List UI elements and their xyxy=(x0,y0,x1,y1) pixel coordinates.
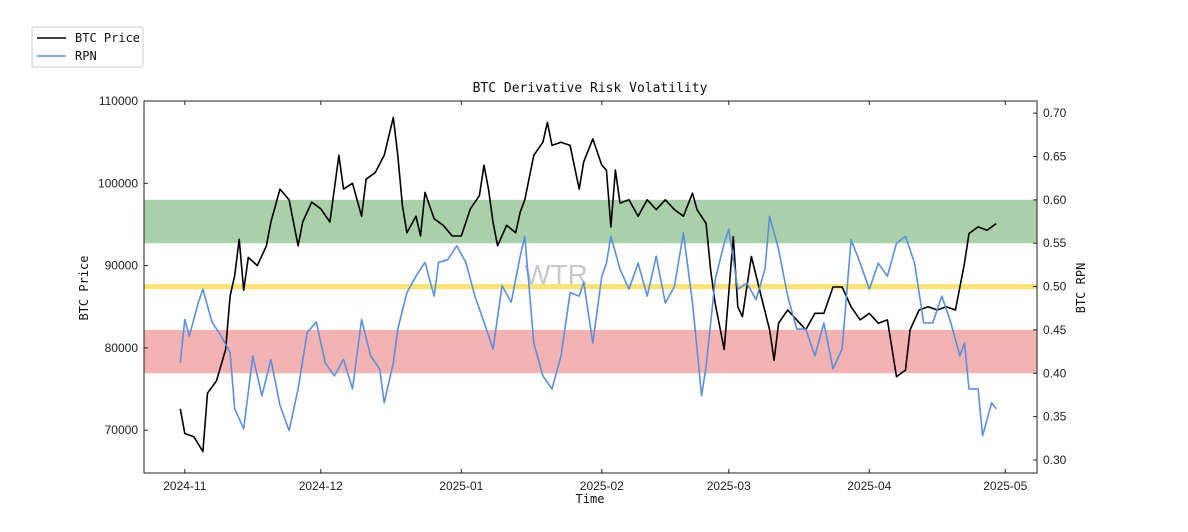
x-tick-label: 2025-04 xyxy=(847,479,891,493)
y-left-tick-label: 100000 xyxy=(98,176,138,190)
x-tick-label: 2024-12 xyxy=(299,479,343,493)
series-line-rpn xyxy=(179,215,997,437)
legend-label-rpn: RPN xyxy=(75,49,97,63)
x-axis-label: Time xyxy=(576,492,605,506)
legend-label-btc-price: BTC Price xyxy=(75,31,140,45)
y-right-tick-label: 0.65 xyxy=(1043,149,1067,163)
chart-title: BTC Derivative Risk Volatility xyxy=(473,81,708,96)
x-tick-label: 2025-02 xyxy=(580,479,624,493)
y-axis-left-label: BTC Price xyxy=(77,255,91,320)
y-axis-left: 70000 80000 90000 100000 110000 xyxy=(98,94,148,437)
x-axis: 2024-11 2024-12 2025-01 2025-02 2025-03 2025-… xyxy=(163,101,1028,493)
y-left-tick-label: 110000 xyxy=(99,94,138,108)
y-right-tick-label: 0.30 xyxy=(1043,453,1067,467)
y-axis-right: 0.30 0.35 0.40 0.45 0.50 0.55 0.60 0.65 0.70 xyxy=(1033,106,1067,467)
y-right-tick-label: 0.45 xyxy=(1043,323,1067,337)
x-tick-label: 2024-11 xyxy=(163,479,206,493)
legend: BTC Price RPN xyxy=(31,26,144,68)
y-right-tick-label: 0.40 xyxy=(1043,366,1067,380)
band-2 xyxy=(144,329,1037,374)
y-right-tick-label: 0.70 xyxy=(1043,106,1067,120)
band-0 xyxy=(144,199,1037,244)
y-right-tick-label: 0.50 xyxy=(1043,280,1067,294)
y-left-tick-label: 90000 xyxy=(105,259,139,273)
x-tick-label: 2025-03 xyxy=(707,479,751,493)
x-tick-label: 2025-05 xyxy=(983,479,1027,493)
band-1 xyxy=(144,283,1037,290)
y-left-tick-label: 80000 xyxy=(105,341,139,355)
y-left-tick-label: 70000 xyxy=(105,423,139,437)
risk-bands xyxy=(144,199,1037,374)
y-axis-right-label: BTC RPN xyxy=(1074,263,1088,314)
x-tick-label: 2025-01 xyxy=(439,479,483,493)
series-line-btc-price xyxy=(179,116,997,453)
watermark: WTR xyxy=(524,259,588,290)
series-lines xyxy=(179,116,997,453)
y-right-tick-label: 0.35 xyxy=(1043,410,1067,424)
y-right-tick-label: 0.60 xyxy=(1043,193,1067,207)
y-right-tick-label: 0.55 xyxy=(1043,236,1067,250)
